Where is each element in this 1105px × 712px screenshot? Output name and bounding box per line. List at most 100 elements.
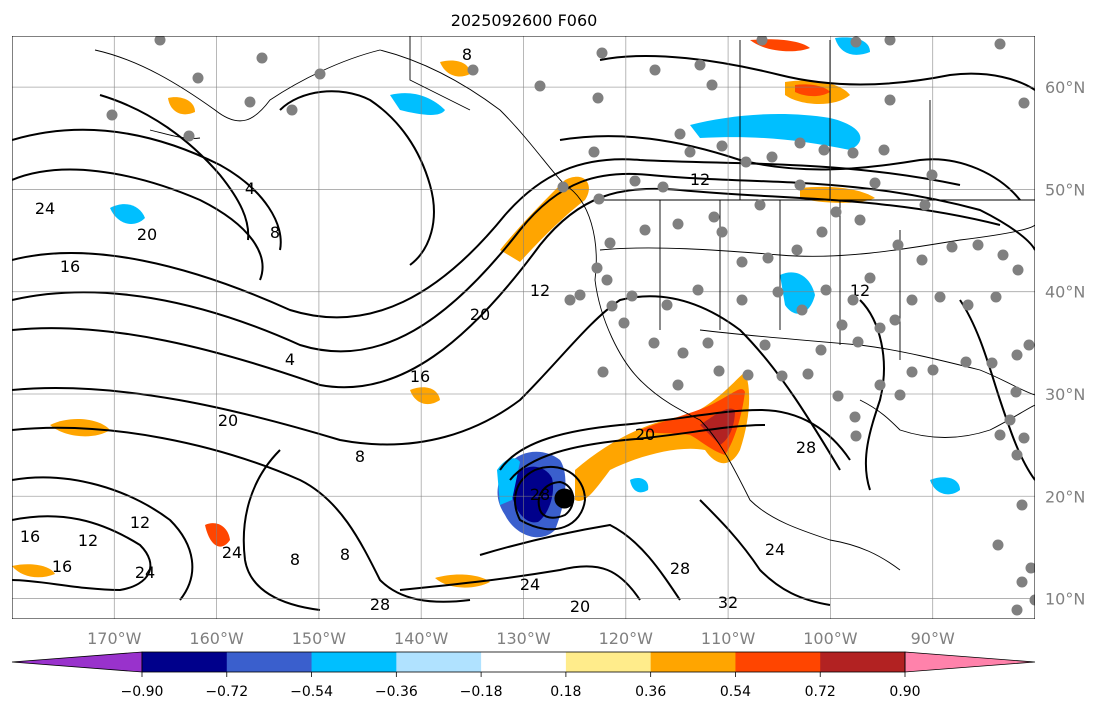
station-dot-59 (713, 365, 725, 377)
station-dot-16 (818, 144, 830, 156)
station-dot-51 (946, 241, 958, 253)
colorbar (11, 651, 1036, 673)
svg-text:24: 24 (35, 199, 55, 218)
station-dot-53 (892, 239, 904, 251)
station-dot-68 (702, 337, 714, 349)
station-dot-111 (830, 206, 842, 218)
station-dot-15 (794, 137, 806, 149)
station-dot-46 (962, 299, 974, 311)
colorbar-tick-label-8: 0.72 (805, 684, 836, 700)
station-dot-32 (606, 300, 618, 312)
colorbar-tick-labels: −0.90 −0.72 −0.54 −0.36 −0.18 0.18 0.36 0.54 0.7… (121, 672, 921, 700)
station-dot-38 (796, 304, 808, 316)
station-dot-22 (854, 214, 866, 226)
station-dot-106 (629, 175, 641, 187)
station-dot-112 (869, 177, 881, 189)
station-dot-90 (1016, 576, 1028, 588)
station-dot-37 (772, 286, 784, 298)
station-dot-39 (820, 284, 832, 296)
svg-text:24: 24 (520, 575, 540, 594)
svg-text:16: 16 (20, 527, 40, 546)
station-dot-100 (884, 36, 896, 46)
colorbar-extend-max (904, 651, 1036, 673)
lat-label-0: 10°N (1045, 590, 1085, 609)
station-dot-6 (183, 130, 195, 142)
svg-text:8: 8 (270, 223, 280, 242)
station-dot-93 (467, 64, 479, 76)
svg-text:12: 12 (530, 281, 550, 300)
colorbar-tick-label-5: 0.18 (550, 684, 581, 700)
station-dot-67 (672, 379, 684, 391)
station-dot-10 (674, 128, 686, 140)
station-dot-76 (906, 366, 918, 378)
station-dot-81 (1023, 339, 1035, 351)
colorbar-tick-label-3: −0.36 (375, 684, 418, 700)
svg-text:28: 28 (370, 595, 390, 614)
station-dot-101 (994, 38, 1006, 50)
lon-label-5: 120°W (599, 629, 654, 648)
station-dot-99 (850, 36, 862, 48)
station-dot-52 (916, 254, 928, 266)
station-dot-56 (815, 344, 827, 356)
station-dot-33 (626, 290, 638, 302)
station-dot-29 (639, 224, 651, 236)
colorbar-bin-1 (226, 652, 313, 672)
colorbar-tick-label-1: −0.72 (205, 684, 248, 700)
station-dot-73 (850, 430, 862, 442)
station-dot-84 (994, 429, 1006, 441)
station-dot-49 (997, 249, 1009, 261)
svg-text:32: 32 (718, 593, 738, 612)
svg-text:20: 20 (470, 305, 490, 324)
station-dot-5 (106, 109, 118, 121)
svg-text:12: 12 (690, 170, 710, 189)
station-dot-80 (1011, 349, 1023, 361)
station-dot-45 (934, 291, 946, 303)
svg-text:16: 16 (52, 557, 72, 576)
station-dot-79 (986, 357, 998, 369)
station-dot-77 (927, 364, 939, 376)
station-dot-1 (256, 52, 268, 64)
colorbar-bin-7 (735, 652, 821, 672)
station-dot-102 (1018, 97, 1030, 109)
station-dot-41 (852, 336, 864, 348)
lat-label-2: 30°N (1045, 385, 1085, 404)
lat-label-5: 60°N (1045, 78, 1085, 97)
station-dot-19 (884, 94, 896, 106)
station-dot-0 (154, 36, 166, 46)
colorbar-bin-6 (650, 652, 736, 672)
svg-text:20: 20 (218, 411, 238, 430)
station-dot-95 (649, 64, 661, 76)
station-dot-78 (960, 356, 972, 368)
station-dot-82 (1010, 386, 1022, 398)
station-dot-48 (1012, 264, 1024, 276)
station-dot-70 (802, 368, 814, 380)
station-dot-92 (1011, 604, 1023, 616)
contour-layer (12, 54, 1035, 611)
lon-label-6: 110°W (701, 629, 756, 648)
station-dot-87 (1016, 499, 1028, 511)
station-dot-14 (766, 151, 778, 163)
svg-text:8: 8 (340, 545, 350, 564)
station-dot-58 (742, 369, 754, 381)
colorbar-bin-4 (481, 652, 567, 672)
station-dot-97 (706, 79, 718, 91)
station-markers (106, 36, 1035, 616)
svg-text:20: 20 (635, 425, 655, 444)
colorbar-extend-min (11, 651, 143, 673)
station-dot-35 (692, 284, 704, 296)
svg-text:8: 8 (290, 550, 300, 569)
station-dot-109 (754, 199, 766, 211)
svg-text:20: 20 (570, 597, 590, 616)
station-dot-63 (601, 274, 613, 286)
map-area: 8 12 16 20 24 28 32 4 28 28 20 20 16 24 … (12, 36, 1035, 619)
svg-text:24: 24 (222, 543, 242, 562)
lon-label-1: 160°W (189, 629, 244, 648)
station-dot-27 (716, 226, 728, 238)
station-dot-55 (847, 294, 859, 306)
svg-text:4: 4 (245, 179, 255, 198)
colorbar-bin-8 (820, 652, 906, 672)
colorbar-tick-label-4: −0.18 (460, 684, 503, 700)
station-dot-65 (564, 294, 576, 306)
station-dot-4 (244, 96, 256, 108)
